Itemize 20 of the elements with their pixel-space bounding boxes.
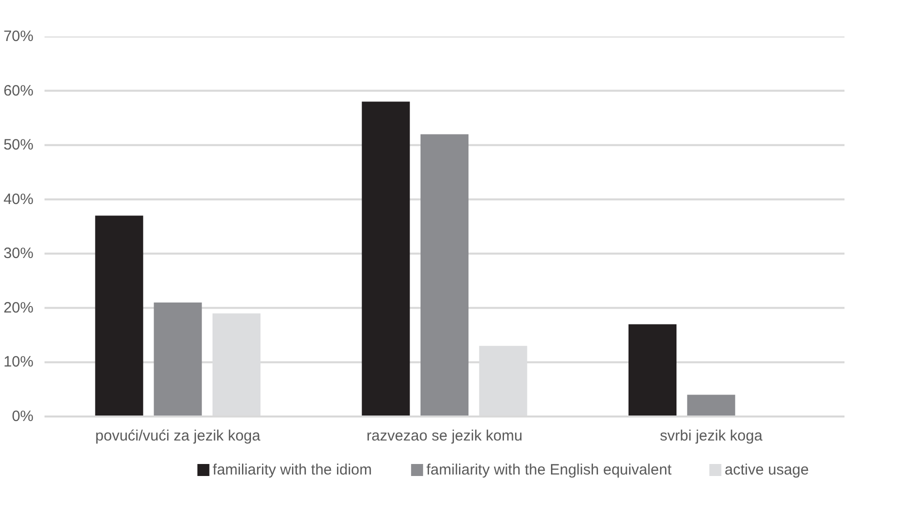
legend-label: familiarity with the idiom	[212, 462, 372, 478]
y-tick-label: 60%	[3, 82, 34, 100]
y-tick-label: 0%	[12, 408, 34, 425]
bar	[628, 324, 676, 416]
x-tick-label: svrbi jezik koga	[660, 428, 764, 444]
legend-label: active usage	[724, 462, 809, 478]
bar	[95, 216, 144, 416]
x-tick-label: razvezao se jezik komu	[366, 428, 522, 444]
y-tick-label: 30%	[3, 245, 34, 262]
y-tick-label: 20%	[3, 299, 34, 316]
y-tick-label: 50%	[3, 136, 34, 154]
y-tick-label: 10%	[3, 354, 34, 371]
bar	[362, 102, 410, 416]
bar	[420, 134, 468, 416]
y-tick-label: 70%	[3, 28, 34, 45]
legend-label: familiarity with the English equivalent	[426, 462, 672, 478]
bar	[687, 394, 736, 416]
x-tick-label: povući/vući za jezik koga	[95, 428, 262, 444]
y-tick-label: 40%	[3, 190, 34, 208]
bar	[154, 302, 202, 416]
